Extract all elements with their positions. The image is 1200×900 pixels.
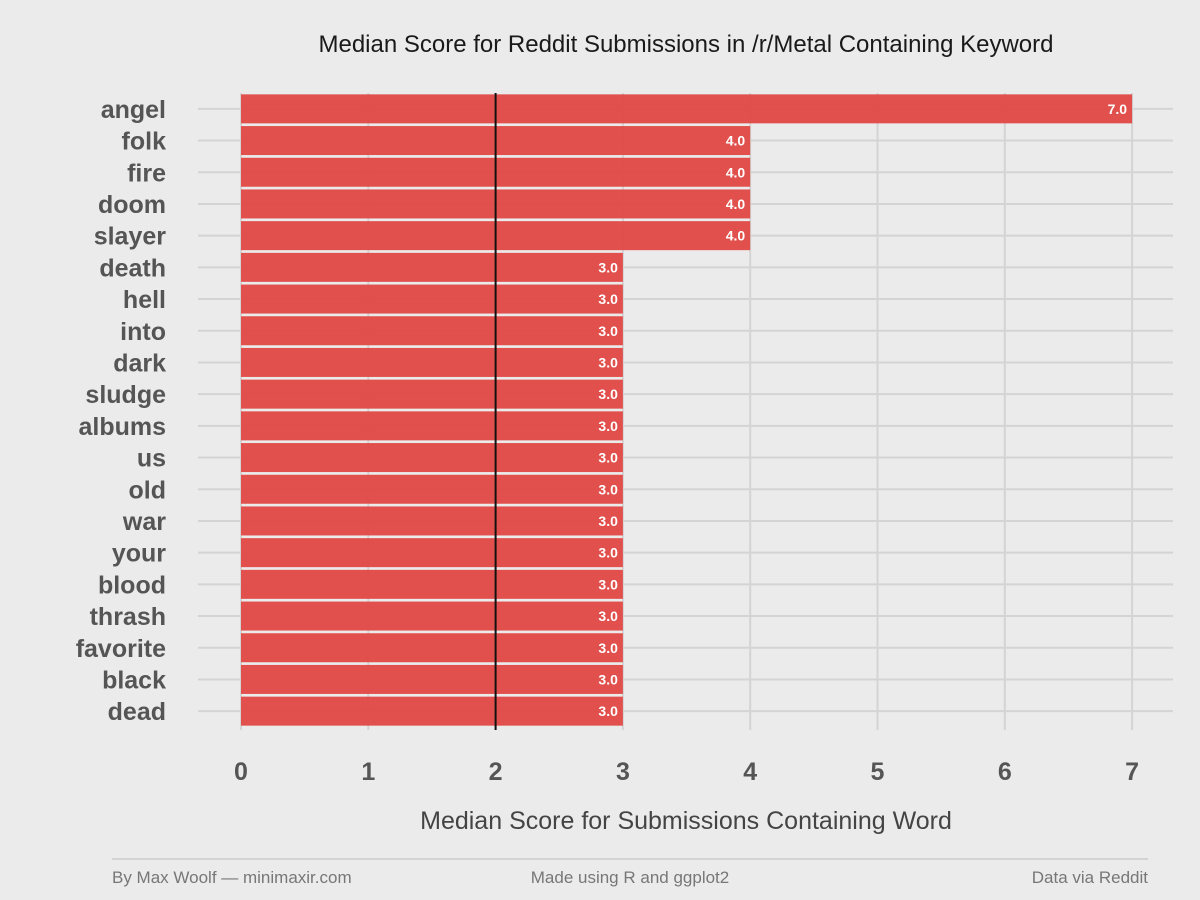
category-label: angel: [101, 96, 166, 124]
bar-value-label: 3.0: [598, 703, 618, 719]
bar-dark: [241, 347, 623, 377]
category-labels: angel folk fire doom slayer death hell into dark…: [76, 96, 167, 726]
bar-value-labels: 7.0 4.0 4.0 4.0 4.0 3.0 3.0 3.0 3.0 3.0 3.0 3.0 3.0 3…: [598, 101, 1127, 719]
x-tick-label: 3: [616, 758, 630, 786]
bar-value-label: 3.0: [598, 545, 618, 561]
category-label: folk: [122, 128, 167, 156]
bars: [241, 94, 1133, 726]
x-tick-label: 5: [871, 758, 885, 786]
category-label: albums: [78, 413, 166, 441]
category-label: fire: [127, 159, 166, 187]
bar-old: [241, 474, 623, 504]
category-label: war: [122, 508, 166, 536]
category-label: doom: [98, 191, 166, 219]
bar-value-label: 3.0: [598, 323, 618, 339]
bar-value-label: 4.0: [726, 164, 746, 180]
category-label: slayer: [94, 223, 167, 251]
bar-sludge: [241, 379, 623, 409]
bar-your: [241, 538, 623, 568]
bar-value-label: 3.0: [598, 576, 618, 592]
bar-value-label: 3.0: [598, 450, 618, 466]
category-label: dark: [113, 349, 166, 377]
bar-value-label: 3.0: [598, 481, 618, 497]
bar-angel: [241, 94, 1133, 124]
category-label: hell: [123, 286, 166, 314]
x-tick-labels: 0 1 2 3 4 5 6 7: [234, 758, 1139, 786]
x-tick-label: 4: [743, 758, 757, 786]
bar-us: [241, 443, 623, 473]
chart-title: Median Score for Reddit Submissions in /…: [318, 31, 1053, 58]
category-label: old: [129, 476, 167, 504]
bar-value-label: 3.0: [598, 354, 618, 370]
x-tick-label: 7: [1125, 758, 1139, 786]
x-tick-label: 0: [234, 758, 248, 786]
bar-value-label: 3.0: [598, 386, 618, 402]
category-label: into: [120, 318, 166, 346]
bar-value-label: 3.0: [598, 513, 618, 529]
bar-dead: [241, 696, 623, 726]
bar-favorite: [241, 633, 623, 663]
bar-into: [241, 316, 623, 346]
category-label: us: [137, 445, 166, 473]
category-label: thrash: [90, 603, 166, 631]
footer-credit: By Max Woolf — minimaxir.com: [112, 868, 352, 887]
bar-value-label: 3.0: [598, 671, 618, 687]
bar-value-label: 3.0: [598, 640, 618, 656]
category-label: your: [112, 540, 166, 568]
bar-value-label: 4.0: [726, 196, 746, 212]
footer-source: Data via Reddit: [1032, 868, 1149, 887]
x-tick-label: 2: [489, 758, 503, 786]
category-label: black: [102, 666, 166, 694]
x-tick-label: 1: [361, 758, 375, 786]
bar-war: [241, 506, 623, 536]
bar-value-label: 3.0: [598, 291, 618, 307]
bar-value-label: 3.0: [598, 418, 618, 434]
x-axis-title: Median Score for Submissions Containing …: [420, 807, 952, 835]
category-label: favorite: [76, 635, 166, 663]
bar-hell: [241, 284, 623, 314]
bar-thrash: [241, 601, 623, 631]
bar-value-label: 4.0: [726, 133, 746, 149]
category-label: death: [99, 254, 166, 282]
bar-value-label: 3.0: [598, 259, 618, 275]
bar-albums: [241, 411, 623, 441]
bar-black: [241, 664, 623, 694]
bar-death: [241, 252, 623, 282]
category-label: blood: [98, 571, 166, 599]
bar-value-label: 4.0: [726, 228, 746, 244]
footer-tools: Made using R and ggplot2: [531, 868, 729, 887]
bar-value-label: 3.0: [598, 608, 618, 624]
x-tick-label: 6: [998, 758, 1012, 786]
bar-blood: [241, 569, 623, 599]
bar-value-label: 7.0: [1108, 101, 1128, 117]
category-label: dead: [108, 698, 166, 726]
category-label: sludge: [85, 381, 166, 409]
